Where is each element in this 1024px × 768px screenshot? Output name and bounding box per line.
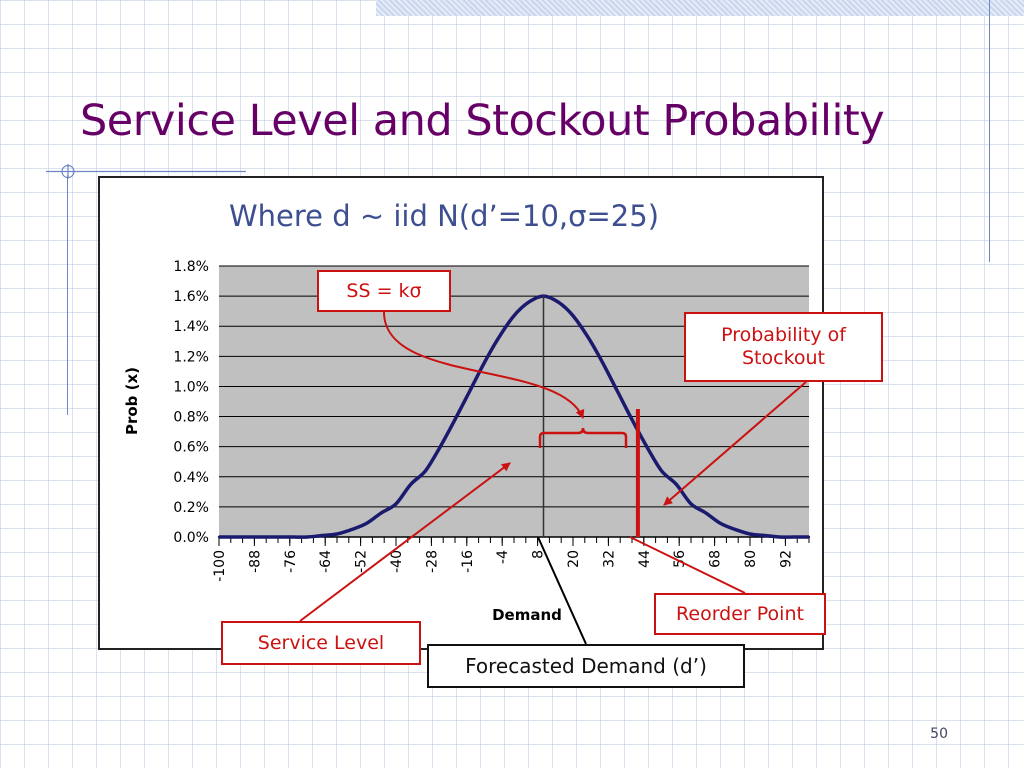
x-tick-label: -88 — [247, 550, 263, 573]
forecasted-demand-callout: Forecasted Demand (d’) — [427, 644, 745, 688]
data-point — [571, 314, 575, 317]
data-point — [778, 535, 781, 539]
stockout-probability-callout: Probability of Stockout — [684, 312, 883, 382]
safety-stock-callout: SS = kσ — [317, 270, 451, 312]
x-axis-ticks: -100 -88 -76 -64 -52 -40 -28 -16 -4 8 20 32 44 56 68 80… — [212, 536, 810, 582]
x-tick-label: 8 — [531, 550, 547, 559]
x-axis-label: Demand — [492, 606, 562, 624]
data-point — [453, 418, 457, 421]
x-tick-label: 20 — [566, 550, 582, 568]
y-tick-label: 1.0% — [173, 379, 209, 395]
y-tick-label: 0.2% — [173, 500, 209, 516]
data-point — [748, 532, 752, 536]
data-point — [675, 483, 678, 486]
x-tick-label: 80 — [743, 550, 759, 568]
data-point — [586, 335, 589, 338]
data-point — [424, 469, 427, 472]
normal-distribution-chart: Where d ~ iid N(d’=10,σ=25) 1.8% 1.6% 1.4%… — [123, 199, 811, 624]
data-point — [689, 502, 693, 506]
y-axis-ticks: 1.8% 1.6% 1.4% 1.2% 1.0% 0.8% 0.6% 0.4% 0.2% 0.0% — [173, 259, 209, 546]
data-point — [439, 445, 442, 448]
data-point — [807, 535, 811, 539]
left-decoration-rule — [67, 175, 68, 415]
data-point — [247, 535, 250, 539]
y-axis-label: Prob (x) — [123, 367, 141, 435]
x-tick-label: -100 — [212, 550, 228, 582]
data-point — [719, 522, 722, 525]
data-point — [232, 535, 235, 539]
chart-figure: Where d ~ iid N(d’=10,σ=25) 1.8% 1.6% 1.4%… — [98, 176, 824, 650]
data-point — [734, 528, 737, 531]
stockout-callout-line-1: Probability of — [721, 324, 846, 347]
data-point — [512, 314, 516, 317]
data-point — [483, 361, 486, 364]
data-point — [601, 361, 604, 364]
data-point — [380, 511, 383, 515]
x-tick-label: -64 — [318, 550, 334, 573]
x-tick-label: 44 — [637, 550, 653, 568]
x-tick-label: -16 — [460, 550, 476, 573]
x-tick-label: -28 — [424, 550, 440, 573]
y-tick-label: 0.0% — [173, 530, 209, 546]
y-tick-label: 1.8% — [173, 259, 209, 275]
x-tick-label: -76 — [283, 550, 299, 573]
data-point — [793, 535, 796, 539]
reorder-point-callout: Reorder Point — [654, 593, 826, 635]
data-point — [645, 445, 648, 448]
data-point — [704, 511, 707, 515]
x-tick-label: -4 — [495, 550, 511, 564]
data-point — [527, 300, 530, 304]
chart-title: Where d ~ iid N(d’=10,σ=25) — [229, 199, 659, 233]
data-point — [276, 535, 280, 539]
x-tick-label: 32 — [601, 550, 617, 568]
data-point — [498, 335, 501, 338]
x-tick-label: 56 — [672, 550, 688, 568]
data-point — [291, 535, 294, 539]
x-tick-label: -40 — [389, 550, 405, 573]
data-point — [616, 389, 619, 393]
x-tick-label: 92 — [778, 550, 794, 568]
page-number: 50 — [930, 726, 948, 742]
header-decoration-band — [376, 0, 1024, 16]
data-point — [321, 534, 324, 537]
data-point — [763, 534, 766, 537]
y-tick-label: 1.2% — [173, 349, 209, 365]
plot-area — [219, 266, 809, 537]
y-tick-label: 0.8% — [173, 410, 209, 426]
data-point — [217, 535, 221, 539]
x-tick-label: -52 — [354, 550, 370, 573]
data-point — [557, 300, 560, 304]
data-point — [262, 535, 265, 539]
data-point — [365, 522, 368, 525]
data-point — [630, 418, 634, 421]
title-underline-crosshair — [46, 164, 246, 179]
data-point — [394, 502, 398, 506]
slide-title: Service Level and Stockout Probability — [80, 96, 885, 146]
data-point — [335, 532, 339, 536]
y-tick-label: 0.6% — [173, 440, 209, 456]
x-tick-label: 68 — [708, 550, 724, 568]
stockout-callout-line-2: Stockout — [741, 347, 826, 369]
right-decoration-rule — [989, 0, 990, 262]
data-point — [660, 469, 663, 472]
y-tick-label: 1.6% — [173, 289, 209, 305]
y-tick-label: 0.4% — [173, 470, 209, 486]
data-point — [306, 535, 309, 539]
data-point — [350, 528, 353, 531]
data-point — [409, 483, 412, 486]
y-tick-label: 1.4% — [173, 319, 209, 335]
data-point — [468, 389, 471, 393]
service-level-callout: Service Level — [221, 621, 421, 665]
